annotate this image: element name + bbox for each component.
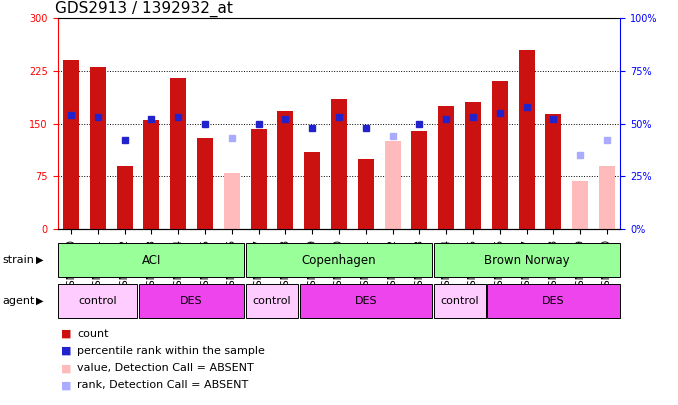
Text: ■: ■ [61, 380, 71, 390]
Bar [545, 114, 561, 229]
Text: ■: ■ [61, 346, 71, 356]
Bar [89, 67, 106, 229]
Text: control: control [440, 296, 479, 306]
Text: percentile rank within the sample: percentile rank within the sample [77, 346, 265, 356]
Text: ■: ■ [61, 329, 71, 339]
Bar [304, 151, 320, 229]
Bar [251, 129, 266, 229]
Bar [246, 284, 298, 318]
Bar [224, 173, 240, 229]
Text: count: count [77, 329, 108, 339]
Bar [358, 159, 374, 229]
Text: Copenhagen: Copenhagen [302, 254, 376, 267]
Bar [246, 243, 432, 277]
Bar [143, 120, 159, 229]
Bar [519, 50, 535, 229]
Text: ACI: ACI [142, 254, 161, 267]
Text: value, Detection Call = ABSENT: value, Detection Call = ABSENT [77, 363, 254, 373]
Bar [599, 166, 615, 229]
Text: agent: agent [2, 296, 35, 306]
Text: GDS2913 / 1392932_at: GDS2913 / 1392932_at [55, 1, 233, 17]
Bar [139, 284, 244, 318]
Text: Brown Norway: Brown Norway [484, 254, 570, 267]
Bar [331, 99, 347, 229]
Bar [492, 81, 508, 229]
Text: ▶: ▶ [36, 255, 43, 265]
Bar [58, 243, 244, 277]
Bar [572, 181, 589, 229]
Bar [63, 60, 79, 229]
Bar [277, 111, 294, 229]
Bar [434, 243, 620, 277]
Text: control: control [79, 296, 117, 306]
Text: ■: ■ [61, 363, 71, 373]
Text: strain: strain [2, 255, 34, 265]
Text: DES: DES [180, 296, 203, 306]
Text: DES: DES [542, 296, 565, 306]
Bar [300, 284, 432, 318]
Bar [117, 166, 133, 229]
Bar [438, 106, 454, 229]
Bar [465, 102, 481, 229]
Bar [487, 284, 620, 318]
Bar [58, 284, 137, 318]
Bar [170, 78, 186, 229]
Text: DES: DES [355, 296, 377, 306]
Bar [412, 130, 427, 229]
Text: control: control [253, 296, 292, 306]
Text: ▶: ▶ [36, 296, 43, 306]
Text: rank, Detection Call = ABSENT: rank, Detection Call = ABSENT [77, 380, 249, 390]
Bar [197, 138, 213, 229]
Bar [384, 141, 401, 229]
Bar [434, 284, 485, 318]
